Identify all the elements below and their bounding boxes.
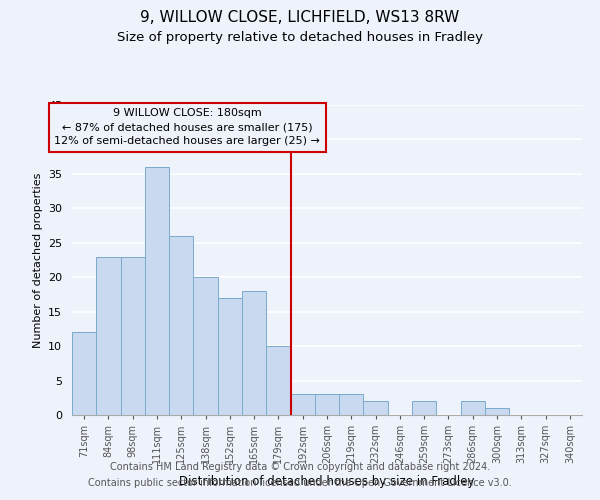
Bar (290, 394, 315, 415)
Bar (121, 256, 145, 415)
Bar (145, 167, 169, 415)
Text: 9, WILLOW CLOSE, LICHFIELD, WS13 8RW: 9, WILLOW CLOSE, LICHFIELD, WS13 8RW (140, 10, 460, 25)
Bar (266, 346, 290, 415)
Text: Contains HM Land Registry data © Crown copyright and database right 2024.: Contains HM Land Registry data © Crown c… (110, 462, 490, 472)
Y-axis label: Number of detached properties: Number of detached properties (32, 172, 43, 348)
Bar (412, 401, 436, 415)
Bar (315, 394, 339, 415)
Bar (242, 291, 266, 415)
Bar (485, 408, 509, 415)
Bar (461, 401, 485, 415)
Text: Contains public sector information licensed under the Open Government Licence v3: Contains public sector information licen… (88, 478, 512, 488)
Bar (169, 236, 193, 415)
Bar (339, 394, 364, 415)
Bar (193, 277, 218, 415)
Text: Size of property relative to detached houses in Fradley: Size of property relative to detached ho… (117, 31, 483, 44)
Text: 9 WILLOW CLOSE: 180sqm
← 87% of detached houses are smaller (175)
12% of semi-de: 9 WILLOW CLOSE: 180sqm ← 87% of detached… (55, 108, 320, 146)
Bar (364, 401, 388, 415)
Bar (218, 298, 242, 415)
X-axis label: Distribution of detached houses by size in Fradley: Distribution of detached houses by size … (179, 474, 475, 488)
Bar (72, 332, 96, 415)
Bar (96, 256, 121, 415)
